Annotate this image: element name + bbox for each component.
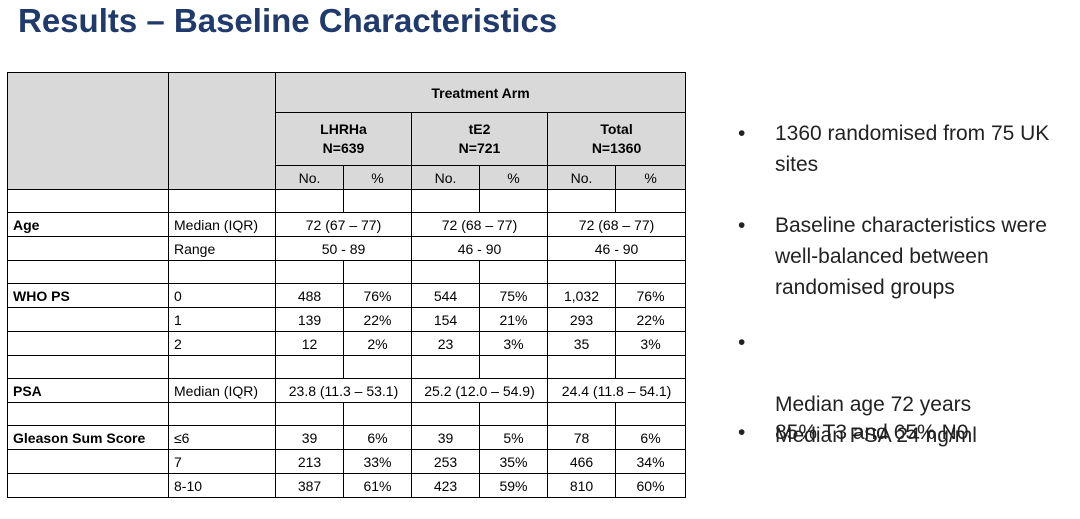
table-cell: 46 - 90 [546, 236, 687, 261]
table-cell: 1,032 [547, 283, 616, 308]
table-cell: 24.4 (11.8 – 54.1) [546, 378, 687, 403]
table-cell: 2% [343, 331, 412, 356]
table-cell: 46 - 90 [411, 236, 548, 261]
spacer-row [7, 189, 687, 213]
row-category: 0 [168, 283, 276, 308]
table-cell: 39 [411, 425, 480, 450]
sub-header-no: No. [547, 165, 616, 190]
table-cell: 6% [614, 425, 687, 450]
spacer-row [7, 260, 687, 284]
bullet-dot: • [738, 421, 746, 444]
row-category: ≤6 [168, 425, 276, 450]
table-row: Age Median (IQR) 72 (67 – 77) 72 (68 – 7… [7, 212, 687, 237]
table-cell: 72 (67 – 77) [275, 212, 412, 237]
table-cell: 3% [614, 331, 687, 356]
table-row: 1 139 22% 154 21% 293 22% [7, 307, 687, 332]
header-blank-1 [7, 72, 169, 190]
table-cell: 22% [343, 307, 412, 332]
row-label-who-ps: WHO PS [7, 283, 169, 308]
table-cell: 139 [275, 307, 344, 332]
row-label-psa: PSA [7, 378, 169, 403]
row-category: 1 [168, 307, 276, 332]
table-cell: 72 (68 – 77) [411, 212, 548, 237]
table-cell: 6% [343, 425, 412, 450]
bullet-dot: • [738, 331, 746, 354]
table-cell: 154 [411, 307, 480, 332]
group-header-lhrha: LHRHa N=639 [275, 112, 412, 166]
table-cell: 23 [411, 331, 480, 356]
table-cell: 3% [479, 331, 548, 356]
row-category: 7 [168, 449, 276, 474]
bullet-item: • 85% T3 and 65% N0 [738, 417, 968, 448]
table-cell: 544 [411, 283, 480, 308]
table-cell: 21% [479, 307, 548, 332]
table-row: 8-10 387 61% 423 59% 810 60% [7, 473, 687, 498]
table-cell: 50 - 89 [275, 236, 412, 261]
table-row: Range 50 - 89 46 - 90 46 - 90 [7, 236, 687, 261]
treatment-arm-header: Treatment Arm [274, 72, 687, 113]
slide-title: Results – Baseline Characteristics [18, 2, 558, 39]
table-cell: 76% [614, 283, 687, 308]
table-cell: 35% [479, 449, 548, 474]
table-row: PSA Median (IQR) 23.8 (11.3 – 53.1) 25.2… [7, 378, 687, 403]
spacer-row [7, 402, 687, 426]
bullet-text: 85% T3 and 65% N0 [775, 421, 969, 444]
table-cell: 72 (68 – 77) [546, 212, 687, 237]
table-row: 7 213 33% 253 35% 466 34% [7, 449, 687, 474]
row-category: 8-10 [168, 473, 276, 498]
table-row: Gleason Sum Score ≤6 39 6% 39 5% 78 6% [7, 425, 687, 450]
table-cell: 35 [547, 331, 616, 356]
group-header-te2: tE2 N=721 [411, 112, 548, 166]
table-cell: 22% [614, 307, 687, 332]
table-cell: 34% [614, 449, 687, 474]
bullet-dot: • [738, 214, 746, 237]
sub-header-pct: % [343, 165, 412, 190]
table-cell: 253 [411, 449, 480, 474]
row-label-age: Age [7, 212, 169, 237]
table-cell: 39 [275, 425, 344, 450]
table-cell: 76% [343, 283, 412, 308]
spacer-row [7, 355, 687, 379]
table-cell: 488 [275, 283, 344, 308]
table-row: 2 12 2% 23 3% 35 3% [7, 331, 687, 356]
table-cell: 423 [411, 473, 480, 498]
bullet-dot: • [738, 122, 746, 145]
table-cell: 810 [547, 473, 616, 498]
table-cell: 466 [547, 449, 616, 474]
sub-header-no: No. [411, 165, 480, 190]
table-cell: 293 [547, 307, 616, 332]
row-category: Range [168, 236, 276, 261]
sub-header-pct: % [614, 165, 687, 190]
row-category: Median (IQR) [168, 378, 276, 403]
bullet-item: • Baseline characteristics were well-bal… [738, 210, 1080, 303]
row-label-gleason: Gleason Sum Score [7, 425, 169, 450]
bullet-item: • 1360 randomised from 75 UK sites [738, 118, 1080, 180]
header-blank-2 [168, 72, 276, 190]
row-category: Median (IQR) [168, 212, 276, 237]
row-category: 2 [168, 331, 276, 356]
bullet-item: • Median age 72 years Median PSA 24 ng/m… [738, 327, 977, 451]
sub-header-pct: % [479, 165, 548, 190]
table-cell: 60% [614, 473, 687, 498]
bullet-text: Median age 72 years Median PSA 24 ng/ml [775, 393, 977, 447]
table-cell: 213 [275, 449, 344, 474]
table-row: WHO PS 0 488 76% 544 75% 1,032 76% [7, 283, 687, 308]
sub-header-no: No. [275, 165, 344, 190]
table-cell: 12 [275, 331, 344, 356]
group-header-total: Total N=1360 [546, 112, 687, 166]
table-cell: 5% [479, 425, 548, 450]
bullet-text: Baseline characteristics were well-balan… [775, 214, 1047, 299]
table-cell: 59% [479, 473, 548, 498]
table-cell: 387 [275, 473, 344, 498]
table-cell: 75% [479, 283, 548, 308]
table-cell: 61% [343, 473, 412, 498]
table-cell: 33% [343, 449, 412, 474]
baseline-table: Treatment Arm LHRHa N=639 tE2 N=721 Total N… [7, 72, 687, 498]
bullet-text: 1360 randomised from 75 UK sites [775, 122, 1050, 176]
table-cell: 25.2 (12.0 – 54.9) [411, 378, 548, 403]
table-cell: 78 [547, 425, 616, 450]
table-cell: 23.8 (11.3 – 53.1) [275, 378, 412, 403]
